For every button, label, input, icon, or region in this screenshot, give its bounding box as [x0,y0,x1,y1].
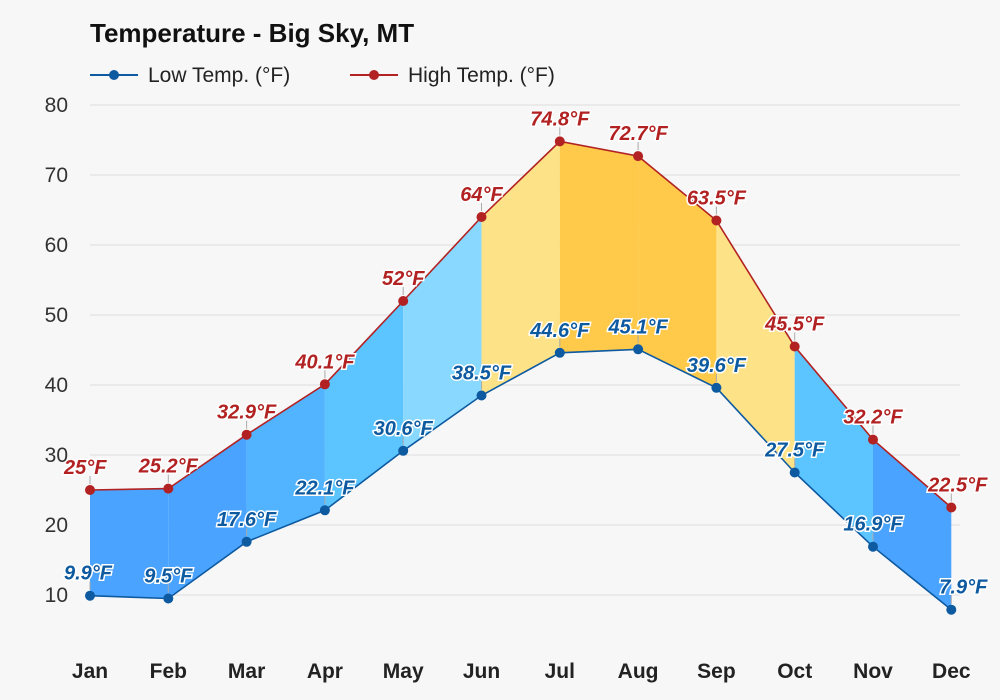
low-temp-label: 7.9°F [939,577,988,599]
axis-labels: 10 20 30 40 50 60 70 80 Jan Feb Mar Apr May Jun Jul Aug… [45,94,971,683]
high-temp-point[interactable] [398,296,409,306]
low-temp-label: 39.6°F [687,355,747,377]
high-temp-label: 45.5°F [764,314,825,336]
high-temp-point[interactable] [476,212,487,222]
y-tick-label: 10 [45,584,68,607]
high-temp-label: 25°F [63,457,107,479]
low-temp-label: 22.1°F [294,477,355,499]
legend-low-marker [109,70,119,80]
high-temp-point[interactable] [241,429,252,440]
low-temp-label: 45.1°F [608,316,669,338]
temperature-band [324,301,404,511]
chart-title: Temperature - Big Sky, MT [90,18,414,48]
legend: Low Temp. (°F) High Temp. (°F) [90,64,555,87]
high-temp-label: 32.9°F [217,402,277,424]
y-tick-label: 40 [45,374,68,397]
low-temp-point[interactable] [398,445,409,456]
high-temp-label: 32.2°F [843,407,903,429]
low-temp-point[interactable] [319,505,330,516]
high-temp-label: 25.2°F [138,456,199,478]
low-temp-point[interactable] [711,382,722,393]
high-temp-label: 74.8°F [530,108,590,130]
temperature-band [559,141,639,353]
low-temp-label: 38.5°F [452,363,512,385]
high-temp-point[interactable] [711,215,722,226]
low-temp-point[interactable] [163,593,174,604]
temperature-band [716,220,795,473]
data-labels: 9.9°F 9.5°F 17.6°F 22.1°F 30.6°F 38.5°F 44.6°F… [62,107,990,600]
temperature-band [246,384,325,542]
low-temp-label: 27.5°F [764,440,825,462]
low-temp-label: 30.6°F [374,418,434,440]
low-temp-point[interactable] [868,541,878,552]
x-tick-label: Feb [150,660,187,683]
x-tick-label: May [383,660,424,683]
high-temp-label: 22.5°F [927,475,988,497]
low-temp-label: 44.6°F [529,320,590,342]
low-temp-line [89,348,952,611]
x-tick-label: Dec [932,660,971,683]
low-temp-point[interactable] [241,536,252,547]
high-temp-label: 40.1°F [294,351,355,373]
high-temp-point[interactable] [554,136,565,147]
series-lines [89,140,952,611]
low-temp-point[interactable] [633,344,644,355]
low-temp-point[interactable] [946,604,957,615]
y-tick-label: 80 [45,94,68,117]
low-temp-point[interactable] [476,390,487,401]
data-points [85,127,957,615]
legend-item-low[interactable]: Low Temp. (°F) [90,64,290,87]
legend-high-marker [369,70,379,80]
legend-high-label: High Temp. (°F) [408,64,555,87]
temperature-band [90,488,169,599]
x-tick-label: Aug [618,660,659,683]
x-tick-label: Jan [72,660,108,683]
temperature-bands [90,141,952,610]
x-tick-label: Oct [777,660,812,683]
high-temp-point[interactable] [633,151,644,162]
x-tick-label: Mar [228,660,265,683]
temperature-band [638,156,717,388]
low-temp-label: 16.9°F [843,514,903,536]
x-tick-label: Jul [545,660,575,683]
y-tick-label: 50 [45,304,68,327]
temperature-band [873,439,952,610]
high-temp-point[interactable] [163,483,174,494]
high-temp-point[interactable] [319,379,330,390]
low-temp-label: 9.5°F [144,566,193,588]
y-tick-label: 20 [45,514,68,537]
legend-low-label: Low Temp. (°F) [148,64,290,87]
high-temp-label: 72.7°F [609,123,669,145]
high-temp-label: 52°F [382,268,425,290]
temperature-band [481,141,560,396]
high-temp-label: 64°F [460,184,503,206]
high-temp-label: 63.5°F [687,188,747,210]
y-tick-label: 60 [45,234,68,257]
high-temp-point[interactable] [85,485,95,495]
temperature-band [403,217,482,451]
legend-item-high[interactable]: High Temp. (°F) [350,64,555,87]
x-tick-label: Apr [307,660,343,683]
low-temp-point[interactable] [85,590,95,601]
high-temp-line [89,140,952,509]
high-temp-point[interactable] [868,434,878,445]
temperature-band [794,346,873,547]
low-temp-label: 9.9°F [64,563,113,585]
x-tick-label: Sep [697,660,736,683]
low-temp-point[interactable] [554,347,565,358]
x-tick-label: Nov [853,660,893,683]
y-tick-label: 30 [45,444,68,467]
y-tick-label: 70 [45,164,68,187]
low-temp-label: 17.6°F [217,509,277,531]
high-temp-point[interactable] [789,341,800,352]
x-tick-label: Jun [463,660,500,683]
low-temp-point[interactable] [789,467,800,478]
high-temp-point[interactable] [946,502,957,513]
